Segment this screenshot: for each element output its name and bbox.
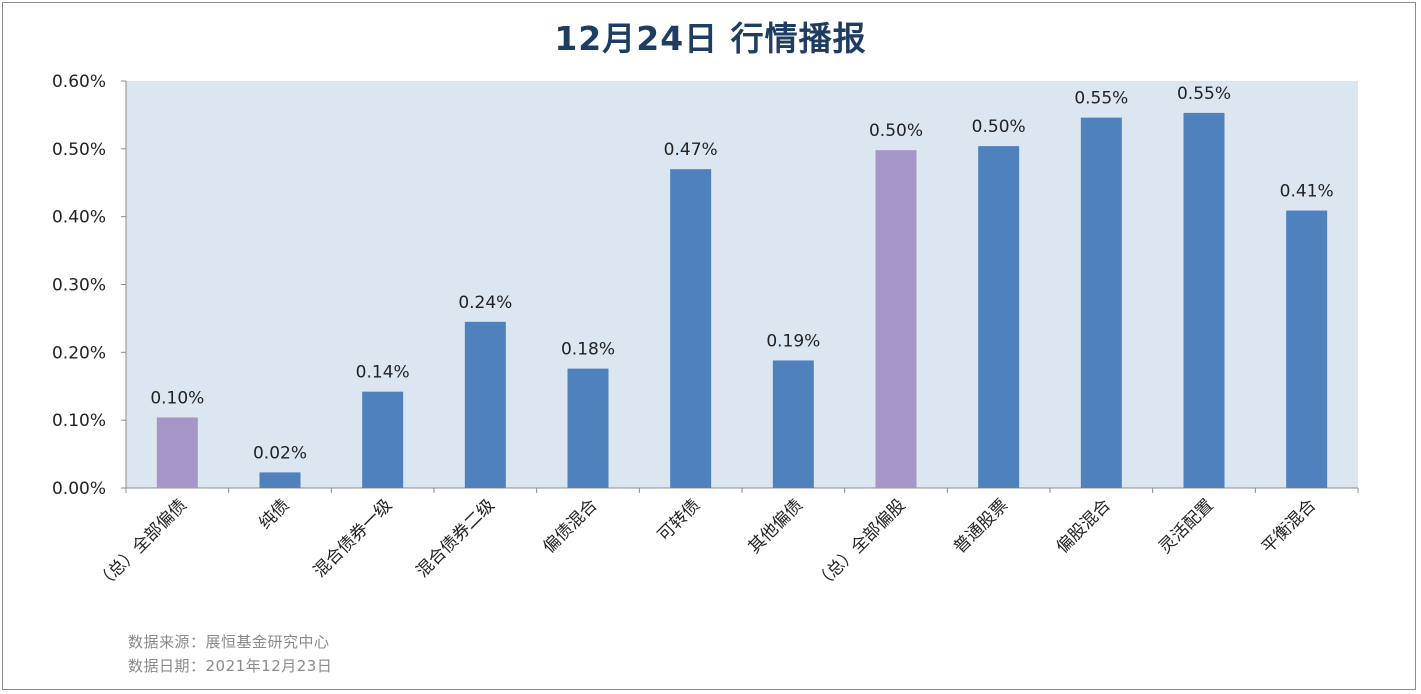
- y-tick-label: 0.40%: [52, 208, 106, 228]
- data-label: 0.24%: [458, 293, 512, 313]
- data-label: 0.47%: [664, 140, 718, 160]
- bar: [464, 321, 506, 488]
- data-label: 0.02%: [253, 443, 307, 463]
- category-label: 平衡混合: [1258, 495, 1320, 557]
- bar: [670, 169, 712, 488]
- category-label: 混合债券二级: [413, 495, 499, 581]
- bar: [875, 150, 917, 488]
- bar: [259, 472, 301, 488]
- category-label: 灵活配置: [1155, 495, 1217, 557]
- data-label: 0.14%: [356, 363, 410, 383]
- category-label: 纯债: [255, 495, 293, 533]
- bar: [1080, 117, 1122, 488]
- category-label: 偏股混合: [1053, 495, 1115, 557]
- y-tick-label: 0.30%: [52, 276, 106, 296]
- y-tick-label: 0.60%: [52, 72, 106, 92]
- y-tick-label: 0.00%: [52, 479, 106, 499]
- bar: [1183, 112, 1225, 489]
- category-label: （总）全部偏股: [811, 495, 909, 593]
- data-label: 0.41%: [1280, 182, 1334, 202]
- bar: [978, 146, 1020, 488]
- category-label: 其他偏债: [745, 495, 807, 557]
- plot-area: [126, 81, 1358, 488]
- data-date-note: 数据日期：2021年12月23日: [128, 657, 333, 675]
- data-label: 0.10%: [150, 388, 204, 408]
- y-tick-label: 0.50%: [52, 140, 106, 160]
- bar: [567, 368, 609, 488]
- bar: [362, 391, 404, 488]
- bar: [1286, 210, 1328, 489]
- data-label: 0.19%: [766, 331, 820, 351]
- category-label: 普通股票: [950, 495, 1012, 557]
- category-label: 混合债券一级: [310, 495, 396, 581]
- chart-title: 12月24日 行情播报: [554, 19, 867, 58]
- category-label: 可转债: [654, 495, 704, 545]
- data-label: 0.55%: [1177, 84, 1231, 104]
- y-tick-label: 0.20%: [52, 343, 106, 363]
- data-label: 0.50%: [972, 117, 1026, 137]
- y-tick-label: 0.10%: [52, 411, 106, 431]
- data-source-note: 数据来源：展恒基金研究中心: [128, 633, 330, 651]
- bar: [156, 417, 198, 488]
- data-label: 0.55%: [1074, 89, 1128, 109]
- bar: [772, 360, 814, 488]
- data-label: 0.18%: [561, 340, 615, 360]
- data-label: 0.50%: [869, 121, 923, 141]
- category-label: （总）全部偏债: [93, 495, 191, 593]
- category-label: 偏债混合: [539, 495, 601, 557]
